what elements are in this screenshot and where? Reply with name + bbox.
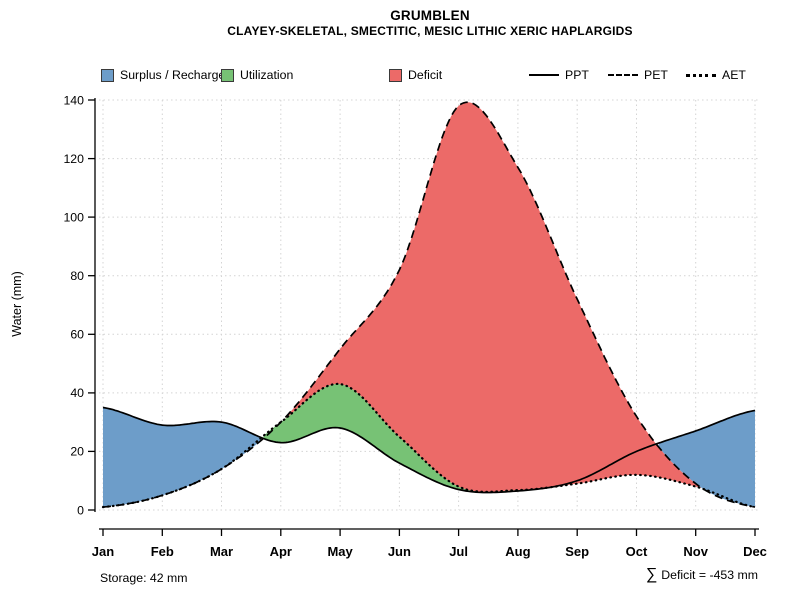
legend-aet-label: AET (722, 68, 746, 82)
legend-item-surplus: Surplus / Recharge (101, 68, 225, 82)
ytick-label: 0 (77, 503, 84, 517)
ytick-label: 80 (70, 269, 84, 283)
legend-deficit-label: Deficit (408, 68, 443, 82)
legend-item-utilization: Utilization (221, 68, 293, 82)
surplus-swatch-icon (101, 68, 114, 82)
ppt-line-sample-icon (529, 74, 559, 76)
deficit-annotation: ∑ Deficit = -453 mm (646, 567, 758, 583)
aet-line-sample-icon (686, 73, 716, 77)
utilization-swatch-icon (221, 68, 234, 82)
ytick-label: 120 (63, 152, 84, 166)
surplus-area (103, 407, 262, 508)
legend-item-ppt: PPT (529, 68, 589, 82)
surplus-area (658, 410, 755, 508)
ppt-line (102, 406, 756, 494)
storage-annotation: Storage: 42 mm (100, 571, 188, 585)
ytick-label: 20 (70, 445, 84, 459)
month-label: Sep (565, 544, 589, 559)
sigma-symbol: ∑ (645, 566, 658, 583)
month-label: Dec (743, 544, 767, 559)
month-label: Jul (449, 544, 468, 559)
legend-ppt-label: PPT (565, 68, 589, 82)
legend-item-aet: AET (686, 68, 746, 82)
legend-item-pet: PET (608, 68, 668, 82)
month-label: Mar (210, 544, 233, 559)
legend-surplus-label: Surplus / Recharge (120, 68, 226, 82)
chart-title: GRUMBLEN (390, 8, 470, 23)
pet-line-sample-icon (608, 74, 638, 76)
deficit-text: Deficit = -453 mm (661, 568, 758, 582)
legend-utilization-label: Utilization (240, 68, 294, 82)
ytick-label: 60 (70, 328, 84, 342)
legend-pet-label: PET (644, 68, 668, 82)
month-label: Aug (505, 544, 530, 559)
ytick-label: 140 (63, 93, 84, 107)
ytick-label: 100 (63, 210, 84, 224)
aet-line (101, 382, 757, 509)
utilization-area (263, 383, 476, 493)
deficit-area (285, 102, 701, 492)
month-label: Feb (151, 544, 174, 559)
ytick-label: 40 (70, 386, 84, 400)
month-label: Jan (92, 544, 114, 559)
month-label: May (327, 544, 353, 559)
month-label: Nov (683, 544, 708, 559)
month-label: Apr (270, 544, 292, 559)
month-label: Oct (626, 544, 648, 559)
deficit-swatch-icon (389, 68, 402, 82)
month-label: Jun (388, 544, 411, 559)
legend-item-deficit: Deficit (389, 68, 442, 82)
chart-subtitle: CLAYEY-SKELETAL, SMECTITIC, MESIC LITHIC… (227, 24, 633, 38)
